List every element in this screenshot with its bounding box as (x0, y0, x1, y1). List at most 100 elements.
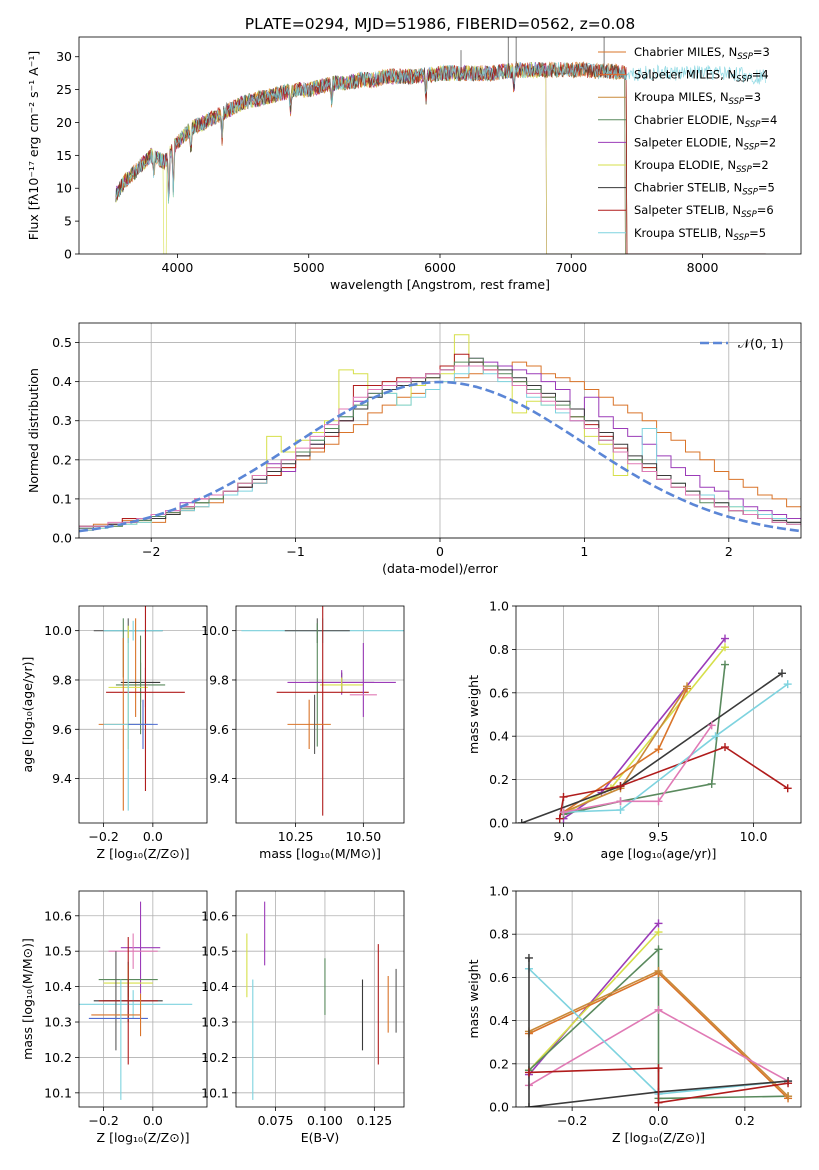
weight-line (528, 958, 789, 1107)
y-tick-label: 10.0 (44, 623, 72, 638)
y-tick-label: 0.2 (489, 772, 509, 787)
legend-text: Salpeter MILES, N (634, 68, 736, 82)
y-tick-label: 1.0 (489, 884, 509, 899)
legend-text: Kroupa ELODIE, N (634, 158, 736, 172)
histogram-step (79, 334, 801, 531)
plus-marker (683, 682, 691, 691)
legend-value: =2 (752, 158, 769, 172)
weight-line (563, 724, 713, 813)
errorbar-point (108, 933, 158, 969)
x-axis-label: Z [log₁₀(Z/Z⊙)] (612, 1130, 705, 1145)
plus-marker (784, 1079, 793, 1088)
legend-subscript: SSP (744, 142, 760, 152)
y-tick-label: 0.4 (52, 374, 72, 389)
legend-entry: Chabrier STELIB, NSSP=5 (634, 181, 775, 198)
histogram-step (79, 361, 801, 527)
y-tick-label: 10.2 (44, 1050, 72, 1065)
legend-entry: Salpeter STELIB, NSSP=6 (634, 203, 774, 220)
weight-line (528, 1067, 789, 1104)
plus-marker (778, 669, 786, 678)
errorbar-point (120, 901, 161, 994)
plot-area (93, 606, 185, 811)
plot-area (241, 606, 404, 816)
x-tick-label: 0.2 (735, 1113, 755, 1128)
plot-area (115, 37, 766, 254)
x-tick-label: 10.0 (740, 829, 768, 844)
plus-marker (784, 1092, 793, 1101)
y-tick-label: 0.4 (489, 1013, 509, 1028)
y-axis-label: mass weight (466, 959, 481, 1038)
x-tick-label: −1 (286, 544, 304, 559)
normal-reference-curve (79, 380, 801, 533)
x-tick-label: 4000 (162, 260, 194, 275)
axes-residuals: −2 −1 0 1 2 0.0 0.1 0.2 0.3 0.4 0.5 (data-model)/er… (26, 322, 802, 576)
plus-marker (524, 1103, 533, 1107)
legend-text: Kroupa MILES, N (634, 90, 729, 104)
plot-area (79, 334, 801, 533)
x-tick-label: 10.50 (345, 829, 381, 844)
y-axis-label: mass weight (466, 675, 481, 754)
plus-marker (517, 819, 526, 823)
legend-text: Salpeter ELODIE, N (634, 135, 744, 149)
plus-marker (707, 721, 716, 730)
x-tick-label: 5000 (293, 260, 325, 275)
axes-z-mass: −0.2 0.0 10.1 10.2 10.3 10.4 10.5 10.6 Z [log₁₀(… (20, 890, 208, 1145)
errorbar-point (103, 620, 163, 641)
legend-value: =4 (752, 68, 769, 82)
legend-subscript: SSP (736, 75, 752, 85)
y-tick-label: 5 (64, 214, 72, 229)
y-axis-label: mass [log₁₀(M/M⊙)] (20, 938, 35, 1060)
legend-text: Salpeter STELIB, N (634, 203, 741, 217)
errorbar-point (79, 990, 193, 1019)
y-tick-label: 20 (56, 115, 72, 130)
legend-value: =4 (760, 113, 777, 127)
y-tick-label: 9.8 (52, 672, 72, 687)
legend-subscript: SSP (741, 210, 757, 220)
plus-marker (654, 797, 663, 806)
x-tick-label: 0.0 (143, 829, 163, 844)
plus-marker (721, 660, 729, 669)
legend-entry: 𝒩(0, 1) (738, 336, 784, 351)
y-axis-label: age [log₁₀(age/yr)] (20, 657, 35, 773)
plus-marker (524, 953, 533, 962)
errorbar-point (98, 937, 158, 1065)
plot-area (79, 901, 193, 1100)
errorbar-point (128, 699, 158, 750)
y-tick-label: 15 (56, 148, 72, 163)
y-tick-label: 10.0 (201, 623, 229, 638)
axes-frame (515, 890, 802, 1108)
legend-value: =5 (749, 226, 766, 240)
y-tick-label: 9.6 (52, 722, 72, 737)
x-tick-label: 6000 (424, 260, 456, 275)
y-axis-label: Normed distribution (26, 368, 41, 493)
x-tick-label: 2 (725, 544, 733, 559)
y-tick-label: 0.2 (52, 452, 72, 467)
chart-title: PLATE=0294, MJD=51986, FIBERID=0562, z=0… (245, 15, 635, 33)
x-tick-label: 0 (436, 544, 444, 559)
legend-text: Chabrier MILES, N (634, 45, 737, 59)
x-tick-label: 9.0 (554, 829, 574, 844)
y-tick-label: 0 (64, 247, 72, 262)
plot-area (517, 634, 792, 823)
x-tick-label: −0.2 (88, 829, 118, 844)
y-tick-label: 0.3 (52, 413, 72, 428)
y-tick-label: 9.8 (209, 672, 229, 687)
y-tick-label: 1.0 (489, 599, 509, 614)
plus-marker (524, 1068, 533, 1077)
y-tick-label: 10.2 (201, 1050, 229, 1065)
legend-value: =3 (744, 90, 761, 104)
axes-age-weight: 9.0 9.5 10.0 0.0 0.2 0.4 0.6 0.8 1.0 age [log₁₀(a… (466, 599, 802, 861)
plus-marker (616, 805, 625, 814)
plus-marker (783, 784, 792, 793)
x-tick-label: −2 (142, 544, 160, 559)
plus-marker (654, 1098, 663, 1107)
legend-entry: Chabrier ELODIE, NSSP=4 (634, 113, 777, 130)
legend-value: =6 (757, 203, 774, 217)
plot-area (246, 901, 397, 1100)
y-tick-label: 10.3 (44, 1015, 72, 1030)
x-axis-label: E(B-V) (301, 1130, 340, 1145)
legend-subscript: SSP (745, 120, 761, 130)
plus-marker (721, 643, 729, 652)
legend-value: =2 (759, 135, 776, 149)
